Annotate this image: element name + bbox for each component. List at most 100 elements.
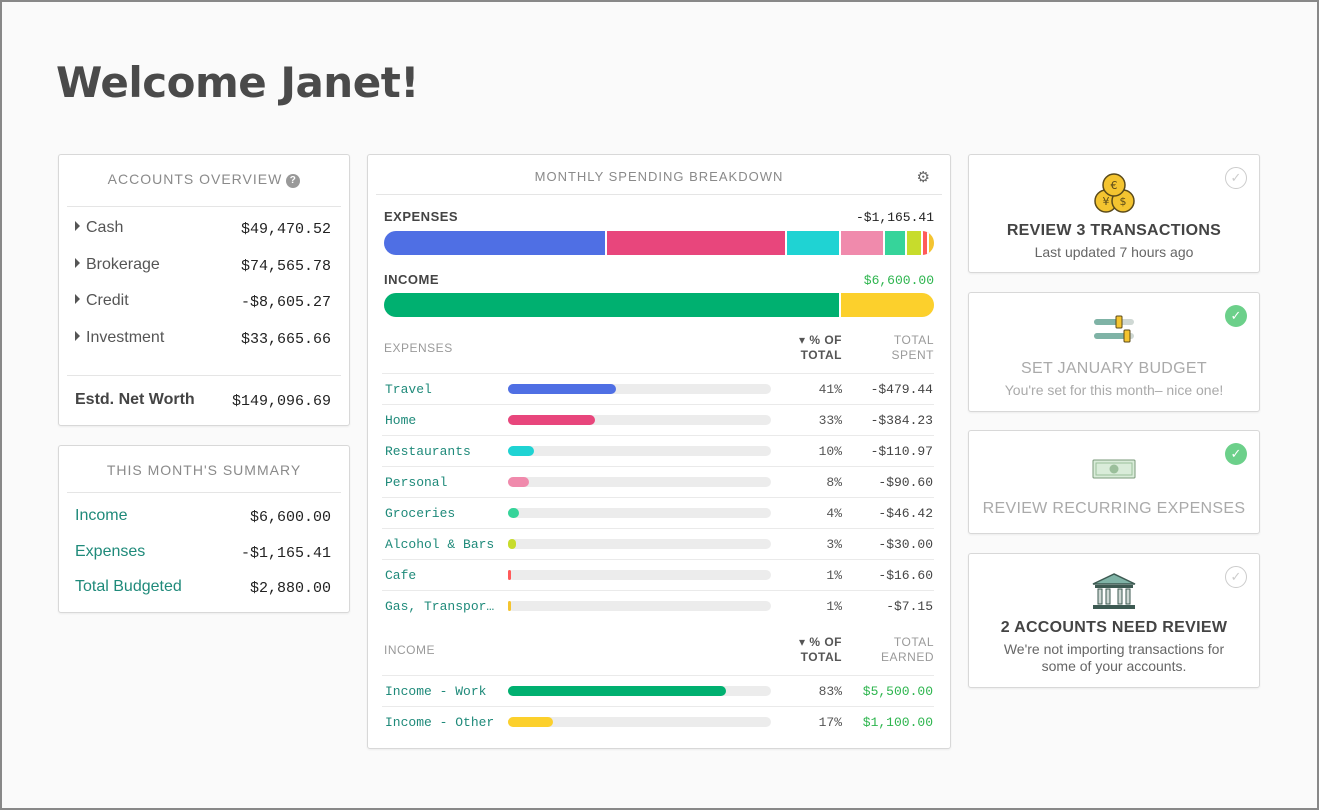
amount-value: -$110.97 — [870, 444, 933, 459]
table-row[interactable]: Income - Other 17% $1,100.00 — [382, 706, 934, 737]
account-value: $49,470.52 — [240, 221, 331, 238]
progress-track — [508, 539, 771, 549]
account-name: Credit — [86, 292, 129, 309]
category-link[interactable]: Home — [385, 413, 417, 428]
summary-value: $6,600.00 — [249, 509, 331, 526]
progress-fill — [508, 539, 516, 549]
task-title: 2 ACCOUNTS NEED REVIEW — [1000, 619, 1228, 636]
accounts-overview-title: ACCOUNTS OVERVIEW? — [59, 171, 349, 188]
progress-track — [508, 477, 771, 487]
category-link[interactable]: Income - Work — [385, 684, 487, 699]
task-subtitle: We're not importing transactions for som… — [1003, 641, 1225, 674]
table-row[interactable]: Cafe 1% -$16.60 — [382, 559, 934, 590]
total-header-line2: EARNED — [880, 650, 934, 664]
income-segment[interactable] — [840, 293, 934, 317]
account-name: Cash — [86, 219, 124, 236]
total-spent-header[interactable]: TOTAL SPENT — [891, 333, 934, 363]
account-row-brokerage[interactable]: Brokerage $74,565.78 — [75, 256, 331, 280]
table-row[interactable]: Travel 41% -$479.44 — [382, 373, 934, 404]
banknote-icon — [969, 457, 1259, 486]
category-link[interactable]: Alcohol & Bars — [385, 537, 495, 552]
table-row[interactable]: Restaurants 10% -$110.97 — [382, 435, 934, 466]
summary-label[interactable]: Income — [75, 507, 128, 524]
summary-row-expenses[interactable]: Expenses -$1,165.41 — [75, 543, 331, 562]
table-row[interactable]: Gas, Transpor… 1% -$7.15 — [382, 590, 934, 621]
account-row-credit[interactable]: Credit -$8,605.27 — [75, 292, 331, 316]
table-row[interactable]: Alcohol & Bars 3% -$30.00 — [382, 528, 934, 559]
welcome-title: Welcome Janet! — [56, 58, 419, 107]
pct-of-total-header[interactable]: ▾ % OF TOTAL — [799, 635, 842, 665]
progress-fill — [508, 570, 511, 580]
progress-track — [508, 415, 771, 425]
total-header-line1: TOTAL — [893, 635, 934, 649]
task-title: REVIEW RECURRING EXPENSES — [982, 500, 1246, 517]
pct-header-line2: TOTAL — [800, 348, 842, 362]
percent-value: 1% — [826, 568, 842, 583]
account-row-investment[interactable]: Investment $33,665.66 — [75, 329, 331, 353]
table-row[interactable]: Groceries 4% -$46.42 — [382, 497, 934, 528]
category-link[interactable]: Personal — [385, 475, 448, 490]
percent-value: 17% — [818, 715, 842, 730]
expense-segment[interactable] — [923, 231, 929, 255]
amount-value: -$90.60 — [878, 475, 933, 490]
income-segment[interactable] — [384, 293, 841, 317]
bank-icon — [969, 572, 1259, 617]
category-link[interactable]: Groceries — [385, 506, 456, 521]
svg-text:$: $ — [1120, 195, 1127, 208]
percent-value: 10% — [818, 444, 842, 459]
help-icon[interactable]: ? — [286, 174, 301, 188]
sliders-icon — [969, 315, 1259, 350]
category-link[interactable]: Gas, Transpor… — [385, 599, 495, 614]
progress-fill — [508, 415, 595, 425]
check-circle-icon[interactable]: ✓ — [1225, 167, 1247, 189]
total-header-line2: SPENT — [891, 348, 934, 362]
pct-of-total-header[interactable]: ▾ % OF TOTAL — [799, 333, 842, 363]
pct-header-line1: ▾ % OF — [798, 635, 842, 649]
expense-segment[interactable] — [884, 231, 907, 255]
account-row-cash[interactable]: Cash $49,470.52 — [75, 219, 331, 243]
task-review-recurring[interactable]: ✓ REVIEW RECURRING EXPENSES — [968, 430, 1260, 534]
total-earned-header[interactable]: TOTAL EARNED — [881, 635, 934, 665]
breakdown-title: MONTHLY SPENDING BREAKDOWN — [534, 169, 784, 184]
accounts-overview-label: ACCOUNTS OVERVIEW — [107, 171, 283, 187]
summary-label[interactable]: Total Budgeted — [75, 578, 182, 595]
amount-value: -$30.00 — [878, 537, 933, 552]
summary-label[interactable]: Expenses — [75, 543, 146, 560]
check-circle-icon[interactable]: ✓ — [1225, 566, 1247, 588]
table-row[interactable]: Income - Work 83% $5,500.00 — [382, 675, 934, 706]
percent-value: 4% — [826, 506, 842, 521]
expenses-table-header: EXPENSES — [384, 341, 453, 355]
category-link[interactable]: Cafe — [385, 568, 417, 583]
accounts-overview-card: ACCOUNTS OVERVIEW? Cash $49,470.52 Broker… — [58, 154, 350, 426]
category-link[interactable]: Income - Other — [385, 715, 495, 730]
summary-row-income[interactable]: Income $6,600.00 — [75, 507, 331, 526]
table-row[interactable]: Home 33% -$384.23 — [382, 404, 934, 435]
progress-track — [508, 717, 771, 727]
percent-value: 33% — [818, 413, 842, 428]
check-done-icon: ✓ — [1225, 443, 1247, 465]
percent-value: 1% — [826, 599, 842, 614]
expand-arrow-icon — [75, 258, 80, 268]
gear-icon[interactable]: ⚙ — [916, 169, 930, 186]
task-accounts-review[interactable]: ✓ 2 ACCOUNTS NEED REVIEW We're not impor… — [968, 553, 1260, 688]
category-link[interactable]: Travel — [385, 382, 432, 397]
expense-segment[interactable] — [607, 231, 787, 255]
expense-segment[interactable] — [384, 231, 608, 255]
income-bar-total: $6,600.00 — [863, 273, 934, 288]
expense-segment[interactable] — [906, 231, 924, 255]
summary-row-budgeted[interactable]: Total Budgeted $2,880.00 — [75, 578, 331, 597]
progress-fill — [508, 601, 511, 611]
table-row[interactable]: Personal 8% -$90.60 — [382, 466, 934, 497]
task-set-budget[interactable]: ✓ SET JANUARY BUDGET You're set for this… — [968, 292, 1260, 412]
expense-segment[interactable] — [841, 231, 885, 255]
svg-text:€: € — [1111, 179, 1118, 192]
account-value: $33,665.66 — [240, 331, 331, 348]
expenses-stacked-bar[interactable] — [384, 231, 934, 255]
task-title: REVIEW 3 TRANSACTIONS — [1006, 222, 1222, 239]
expense-segment[interactable] — [928, 231, 934, 255]
task-review-transactions[interactable]: ✓ € ¥ $ REVIEW 3 TRANSACTIONS Last updat… — [968, 154, 1260, 273]
income-stacked-bar[interactable] — [384, 293, 934, 317]
category-link[interactable]: Restaurants — [385, 444, 471, 459]
net-worth-label: Estd. Net Worth — [75, 391, 195, 408]
expense-segment[interactable] — [786, 231, 842, 255]
